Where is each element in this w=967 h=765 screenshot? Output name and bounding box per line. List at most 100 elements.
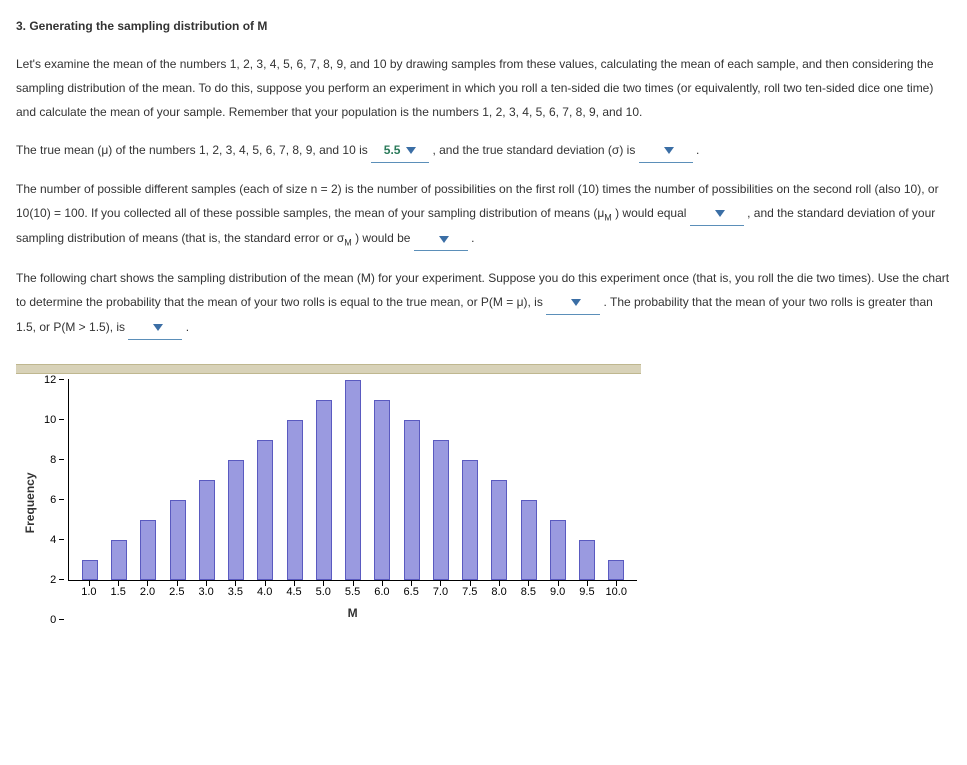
bar [462, 460, 478, 580]
x-tick [338, 581, 367, 586]
bar [82, 560, 98, 580]
x-axis-label: M [68, 601, 637, 625]
bar [491, 480, 507, 580]
x-tick-label: 3.0 [191, 586, 220, 599]
x-tick [514, 581, 543, 586]
bar-cell [192, 480, 221, 580]
x-tick-label: 4.0 [250, 586, 279, 599]
dropdown-true-sd[interactable] [639, 138, 693, 163]
bar [199, 480, 215, 580]
bar [140, 520, 156, 580]
chart-container: Frequency 121086420 1.01.52.02.53.03.54.… [16, 364, 641, 625]
x-tick-label: 5.0 [309, 586, 338, 599]
text: , and the true standard deviation (σ) is [432, 143, 635, 157]
text: The true mean (μ) of the numbers 1, 2, 3… [16, 143, 368, 157]
bar-cell [543, 520, 572, 580]
y-axis-label: Frequency [16, 380, 44, 625]
y-axis-ticks: 121086420 [44, 380, 68, 620]
subscript-m: M [344, 238, 352, 248]
paragraph-3: The number of possible different samples… [16, 177, 951, 252]
x-tick [572, 581, 601, 586]
x-axis-labels: 1.01.52.02.53.03.54.04.55.05.56.06.57.07… [68, 586, 637, 599]
x-tick [543, 581, 572, 586]
x-tick [104, 581, 133, 586]
bar-cell [456, 460, 485, 580]
x-tick-label: 10.0 [602, 586, 631, 599]
bar [579, 540, 595, 580]
bar-cell [280, 420, 309, 580]
chevron-down-icon [406, 147, 416, 154]
bar-cell [485, 480, 514, 580]
x-tick-label: 7.5 [455, 586, 484, 599]
paragraph-1: Let's examine the mean of the numbers 1,… [16, 52, 951, 124]
bar-cell [368, 400, 397, 580]
bar-cell [105, 540, 134, 580]
x-tick-label: 2.5 [162, 586, 191, 599]
bar [111, 540, 127, 580]
bar-cell [163, 500, 192, 580]
x-tick [191, 581, 220, 586]
dropdown-true-mean[interactable]: 5.5 [371, 138, 429, 163]
x-tick [484, 581, 513, 586]
bar [550, 520, 566, 580]
x-tick-label: 6.5 [397, 586, 426, 599]
bar-cell [134, 520, 163, 580]
x-tick [250, 581, 279, 586]
bar-cell [397, 420, 426, 580]
bar [374, 400, 390, 580]
text: . [186, 320, 189, 334]
bar-cell [514, 500, 543, 580]
dropdown-mu-m[interactable] [690, 201, 744, 226]
x-tick [426, 581, 455, 586]
x-tick [162, 581, 191, 586]
bar [608, 560, 624, 580]
x-axis-tickmarks [68, 581, 637, 586]
x-tick [455, 581, 484, 586]
x-tick-label: 5.5 [338, 586, 367, 599]
chevron-down-icon [571, 299, 581, 306]
x-tick [74, 581, 103, 586]
chevron-down-icon [153, 324, 163, 331]
dropdown-p-greater[interactable] [128, 315, 182, 340]
x-tick-label: 2.0 [133, 586, 162, 599]
bar-cell [251, 440, 280, 580]
x-tick [133, 581, 162, 586]
chart-top-bar [16, 364, 641, 374]
section-heading: 3. Generating the sampling distribution … [16, 14, 951, 38]
x-tick-label: 6.0 [367, 586, 396, 599]
x-tick-label: 4.5 [279, 586, 308, 599]
dropdown-value: 5.5 [384, 143, 401, 157]
bar-cell [75, 560, 104, 580]
plot-area [68, 380, 637, 581]
x-tick [279, 581, 308, 586]
bar-cell [573, 540, 602, 580]
x-tick [367, 581, 396, 586]
bar [228, 460, 244, 580]
x-tick-label: 3.5 [221, 586, 250, 599]
text: ) would be [352, 231, 411, 245]
bar [257, 440, 273, 580]
x-tick-label: 1.0 [74, 586, 103, 599]
x-tick [397, 581, 426, 586]
bar-cell [309, 400, 338, 580]
bar [521, 500, 537, 580]
x-tick-label: 7.0 [426, 586, 455, 599]
x-tick-label: 8.0 [484, 586, 513, 599]
dropdown-p-equal[interactable] [546, 290, 600, 315]
x-tick-label: 1.5 [104, 586, 133, 599]
bar [404, 420, 420, 580]
x-tick [309, 581, 338, 586]
text: ) would equal [612, 206, 687, 220]
chevron-down-icon [664, 147, 674, 154]
bar-cell [339, 380, 368, 580]
bar [316, 400, 332, 580]
x-tick-label: 9.5 [572, 586, 601, 599]
subscript-m: M [604, 212, 612, 222]
chevron-down-icon [715, 210, 725, 217]
text: . [696, 143, 699, 157]
bar-cell [222, 460, 251, 580]
bar-cell [602, 560, 631, 580]
bar [170, 500, 186, 580]
dropdown-sigma-m[interactable] [414, 226, 468, 251]
x-tick [221, 581, 250, 586]
